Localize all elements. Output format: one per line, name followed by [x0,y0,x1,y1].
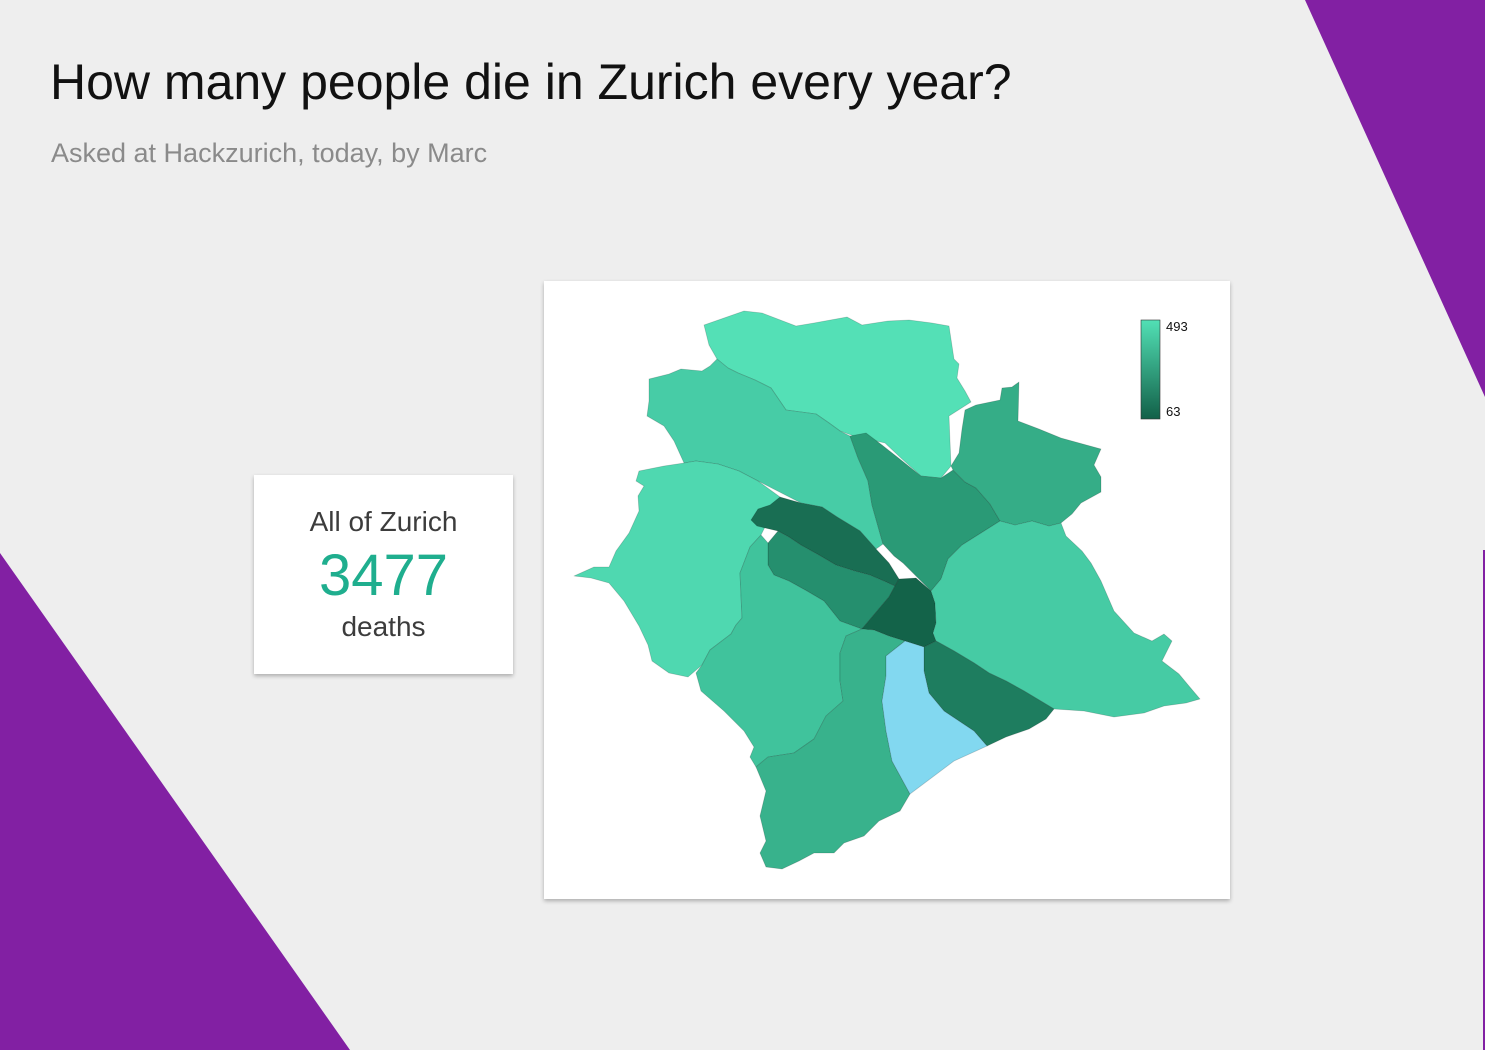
region-north-east[interactable] [950,381,1102,527]
region-east[interactable] [930,520,1201,718]
summary-unit: deaths [341,611,426,642]
legend-min-label: 63 [1166,404,1181,419]
map-regions [573,310,1201,870]
map-card: 493 63 [544,281,1230,899]
zurich-district-map [573,310,1201,870]
page-title: How many people die in Zurich every year… [50,54,1012,110]
legend-color-scale [1140,319,1161,420]
bottom-left-accent-shape [0,553,350,1050]
page-subtitle: Asked at Hackzurich, today, by Marc [51,138,488,168]
top-right-accent-shape [1305,0,1485,397]
region-south[interactable] [755,628,911,870]
region-south-east[interactable] [923,640,1055,747]
summary-label: All of Zurich [309,506,458,537]
summary-card: All of Zurich 3477 deaths [254,475,513,674]
region-lake[interactable] [881,640,988,795]
legend-max-label: 493 [1166,319,1188,334]
summary-value: 3477 [318,543,449,608]
